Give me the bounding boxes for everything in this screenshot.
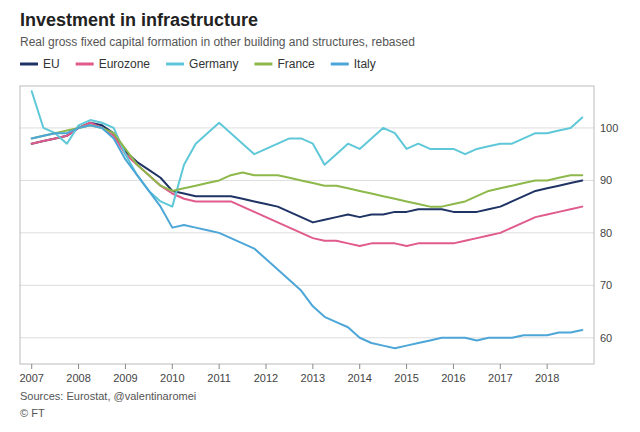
y-tick-label: 80 bbox=[600, 227, 612, 239]
legend-label: France bbox=[277, 57, 315, 71]
x-tick-label: 2008 bbox=[66, 372, 90, 384]
x-tick bbox=[125, 364, 126, 369]
series-line bbox=[32, 125, 583, 348]
x-tick bbox=[219, 364, 220, 369]
legend-label: Germany bbox=[189, 57, 238, 71]
x-tick bbox=[78, 364, 79, 369]
x-tick bbox=[547, 364, 548, 369]
x-tick-label: 2013 bbox=[301, 372, 325, 384]
legend-swatch bbox=[76, 63, 94, 66]
legend-swatch bbox=[166, 63, 184, 66]
grid-line bbox=[20, 232, 594, 233]
legend-label: Eurozone bbox=[99, 57, 151, 71]
y-tick-label: 60 bbox=[600, 332, 612, 344]
x-tick-label: 2010 bbox=[160, 372, 184, 384]
title: Investment in infrastructure bbox=[20, 10, 258, 30]
x-tick-label: 2012 bbox=[254, 372, 278, 384]
chart: Investment in infrastructure Real gross f… bbox=[0, 0, 640, 432]
x-tick bbox=[500, 364, 501, 369]
x-tick bbox=[31, 364, 32, 369]
annotation: Sources: Eurostat, @valentinaromei bbox=[20, 390, 196, 402]
x-tick-label: 2009 bbox=[113, 372, 137, 384]
legend-swatch bbox=[20, 63, 38, 66]
legend-label: Italy bbox=[354, 57, 376, 71]
x-tick bbox=[266, 364, 267, 369]
x-tick bbox=[406, 364, 407, 369]
x-tick-label: 2011 bbox=[207, 372, 231, 384]
subtitle: Real gross fixed capital formation in ot… bbox=[20, 35, 415, 49]
legend: EU Eurozone Germany France Italy bbox=[20, 57, 376, 71]
y-tick-label: 90 bbox=[600, 174, 612, 186]
annotation: © FT bbox=[20, 407, 45, 419]
x-tick bbox=[453, 364, 454, 369]
x-tick bbox=[312, 364, 313, 369]
grid-line bbox=[20, 285, 594, 286]
y-tick-label: 70 bbox=[600, 279, 612, 291]
series-line bbox=[32, 91, 583, 206]
x-tick-label: 2007 bbox=[19, 372, 43, 384]
legend-label: EU bbox=[43, 57, 60, 71]
x-tick bbox=[172, 364, 173, 369]
x-tick-label: 2014 bbox=[347, 372, 371, 384]
x-tick-label: 2015 bbox=[394, 372, 418, 384]
legend-swatch bbox=[331, 63, 349, 66]
y-tick-label: 100 bbox=[600, 122, 618, 134]
series-line bbox=[32, 125, 583, 206]
x-tick-label: 2017 bbox=[488, 372, 512, 384]
legend-swatch bbox=[254, 63, 272, 66]
plot-frame bbox=[20, 86, 594, 364]
x-tick-label: 2018 bbox=[535, 372, 559, 384]
plot-area bbox=[32, 91, 583, 348]
x-tick-label: 2016 bbox=[441, 372, 465, 384]
x-tick bbox=[359, 364, 360, 369]
